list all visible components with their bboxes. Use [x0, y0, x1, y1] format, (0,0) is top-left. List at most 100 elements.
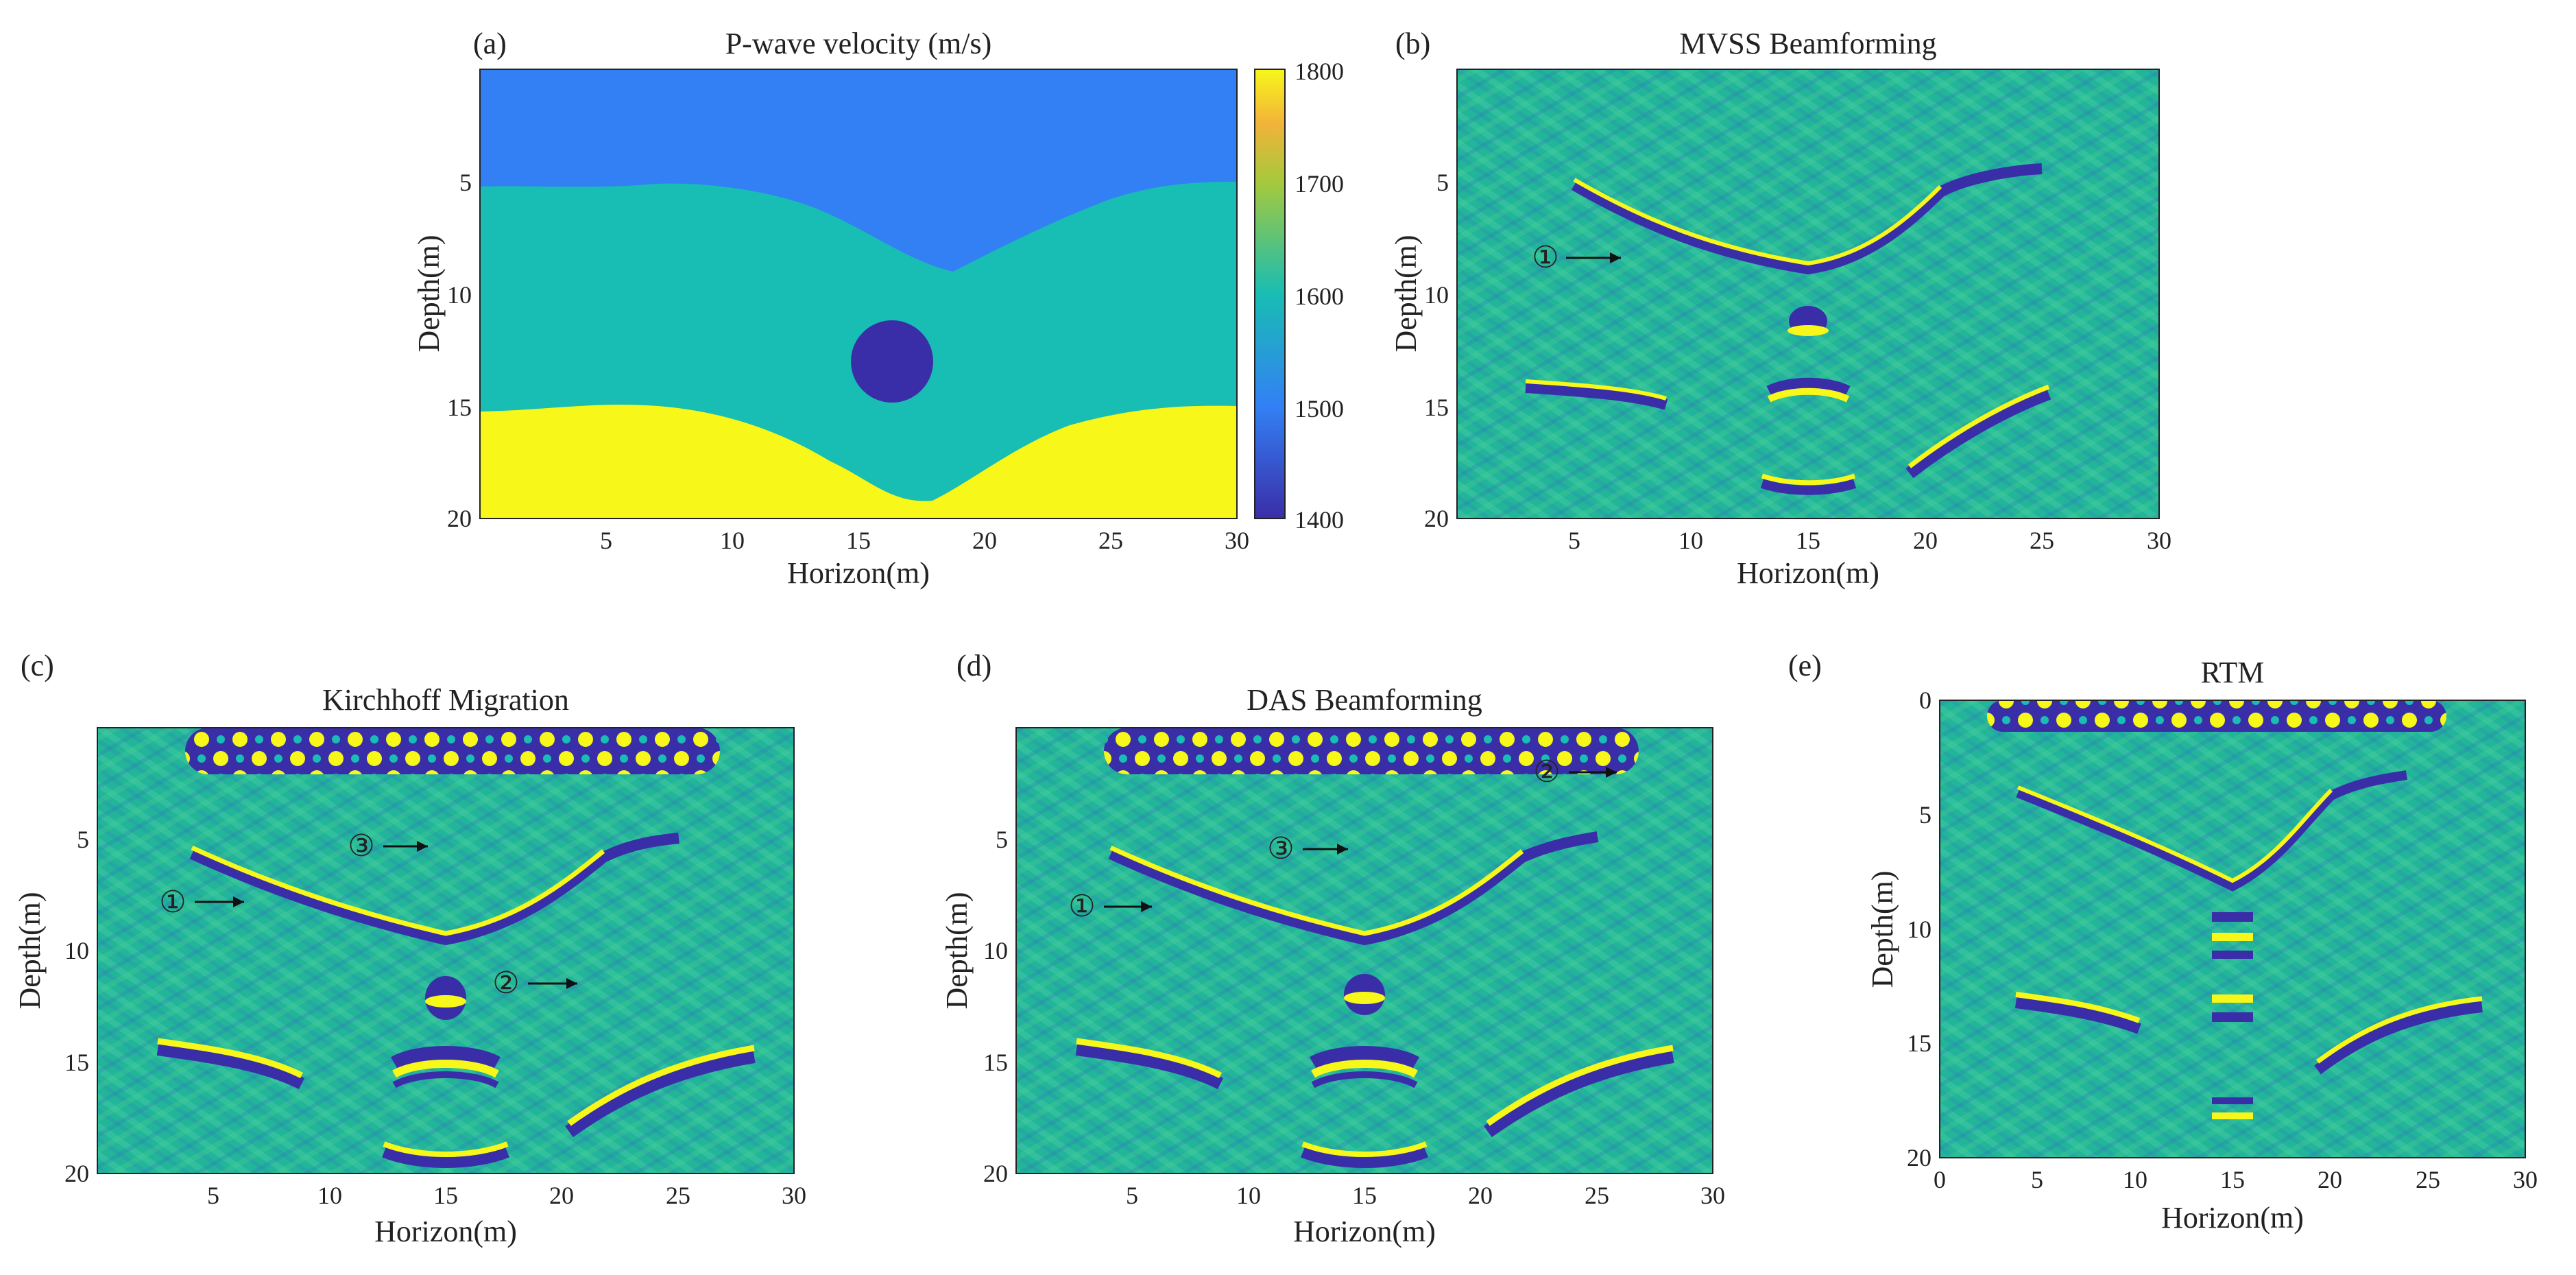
panel-d-ytick: 5: [996, 826, 1008, 853]
panel-b-xtick: 15: [1796, 527, 1820, 554]
panel-e-ytick: 0: [1919, 687, 1931, 714]
panel-b-xtick: 10: [1678, 527, 1703, 554]
mvss-image: [1457, 69, 2159, 519]
panel-e-xlabel: Horizon(m): [2161, 1201, 2304, 1235]
panel-e-xtick: 30: [2513, 1166, 2538, 1193]
panel-e-xtick: 20: [2318, 1166, 2342, 1193]
colorbar-tick: 1600: [1295, 283, 1344, 310]
panel-b-xtick: 20: [1913, 527, 1938, 554]
panel-b-xlabel: Horizon(m): [1737, 556, 1879, 590]
panel-e-xtick: 10: [2123, 1166, 2147, 1193]
anomaly-bottom: [1766, 377, 1851, 396]
marker-3: ③: [348, 829, 428, 863]
acquisition-band: [1104, 728, 1639, 774]
panel-b-ytick: 15: [1424, 394, 1449, 421]
panel-e-ticks: 0 5 10 15 20 25 30 0 5 10 15 20: [1907, 687, 2538, 1193]
panel-e: (e) RTM 0 5 10 15 20 25: [1788, 649, 2538, 1235]
panel-e-ylabel: Depth(m): [1866, 870, 1899, 988]
panel-c-xtick: 25: [666, 1182, 690, 1209]
panel-b: (b) MVSS Beamforming 5 10 15 20 25 30: [1389, 27, 2171, 590]
panel-a: (a) P-wave velocity (m/s) 5 10 15 20 25 …: [412, 27, 1344, 590]
panel-b-xtick: 5: [1568, 527, 1580, 554]
panel-a-ytick: 5: [459, 169, 472, 196]
marker-label: ③: [1267, 832, 1294, 866]
panel-a-xtick: 25: [1098, 527, 1123, 554]
panel-a-xtick: 20: [972, 527, 997, 554]
marker-label: ①: [1068, 890, 1095, 923]
panel-c-title: Kirchhoff Migration: [322, 683, 569, 717]
panel-b-frame: [1456, 69, 2160, 519]
reflector-left: [1525, 382, 1668, 410]
panel-a-ticks: 5 10 15 20 25 30 5 10 15 20: [447, 169, 1249, 554]
panel-a-letter: (a): [473, 27, 507, 60]
colorbar-tick: 1700: [1295, 170, 1344, 198]
panel-c-xtick: 5: [207, 1182, 219, 1209]
panel-b-xtick: 25: [2030, 527, 2054, 554]
reflector-top: [1108, 831, 1599, 946]
kirchhoff-image: [97, 728, 794, 1173]
panel-c-letter: (c): [21, 649, 54, 682]
panel-a-xlabel: Horizon(m): [787, 556, 930, 590]
panel-a-frame: [479, 69, 1238, 519]
acquisition-band: [185, 728, 720, 774]
acquisition-band: [1987, 700, 2446, 732]
reflector-right: [1905, 388, 2051, 479]
panel-d-title: DAS Beamforming: [1247, 683, 1482, 717]
colorbar-tick: 1800: [1295, 58, 1344, 85]
marker-label: ②: [1533, 755, 1560, 789]
reflector-left: [2014, 997, 2141, 1034]
reflector-top: [1572, 163, 2043, 275]
panel-b-title: MVSS Beamforming: [1679, 27, 1936, 60]
anomaly-bottom: [1310, 1046, 1419, 1069]
marker-2: ②: [492, 966, 577, 1000]
panel-c-xtick: 10: [317, 1182, 342, 1209]
panel-e-ytick: 15: [1907, 1029, 1931, 1057]
panel-b-ytick: 10: [1424, 281, 1449, 309]
panel-d-frame: [1015, 727, 1713, 1174]
panel-d-ticks: 5 10 15 20 25 30 5 10 15 20: [983, 826, 1725, 1209]
velocity-model: [480, 69, 1237, 519]
reflector-top: [2016, 770, 2408, 892]
panel-d-xtick: 10: [1236, 1182, 1261, 1209]
panel-d-xtick: 15: [1352, 1182, 1377, 1209]
reflector-top: [189, 833, 679, 946]
marker-2: ②: [1533, 755, 1617, 789]
panel-d-xtick: 25: [1585, 1182, 1609, 1209]
panel-c-xtick: 20: [549, 1182, 574, 1209]
reflector-right: [565, 1049, 756, 1138]
panel-a-xtick: 10: [720, 527, 745, 554]
marker-label: ①: [159, 885, 186, 919]
marker-label: ②: [492, 966, 519, 1000]
panel-a-ytick: 10: [447, 281, 472, 309]
reflector-deep: [1301, 1147, 1428, 1168]
panel-e-ytick: 10: [1907, 916, 1931, 943]
panel-c-xlabel: Horizon(m): [374, 1215, 517, 1248]
marker-1: ①: [159, 885, 244, 919]
panel-c-ytick: 15: [64, 1049, 89, 1076]
das-image: [1016, 728, 1713, 1173]
colorbar-gradient: [1254, 69, 1286, 519]
panel-a-ytick: 15: [447, 394, 472, 421]
panel-c-ylabel: Depth(m): [13, 892, 47, 1009]
panel-e-ytick: 5: [1919, 801, 1931, 829]
anomaly-stack: [2212, 912, 2253, 922]
panel-a-ylabel: Depth(m): [412, 235, 446, 352]
reflector-deep: [382, 1147, 509, 1168]
panel-e-xtick: 25: [2416, 1166, 2440, 1193]
panel-b-ytick: 20: [1424, 505, 1449, 532]
marker-label: ③: [348, 829, 374, 863]
panel-d-xtick: 20: [1468, 1182, 1493, 1209]
panel-d-ytick: 20: [983, 1160, 1008, 1187]
panel-c-xtick: 30: [782, 1182, 806, 1209]
reflector-deep: [1760, 479, 1857, 495]
panel-d: (d) DAS Beamforming 5 10 15 20 25: [940, 649, 1725, 1248]
panel-e-title: RTM: [2201, 656, 2265, 689]
panel-d-ylabel: Depth(m): [940, 892, 974, 1009]
marker-1: ①: [1532, 241, 1621, 274]
panel-a-xtick: 15: [846, 527, 871, 554]
panel-d-ytick: 10: [983, 937, 1008, 964]
panel-c: (c) Kirchhoff Migration 5 10 15 20: [13, 649, 806, 1248]
panel-e-xtick: 0: [1934, 1166, 1946, 1193]
colorbar: 1800 1700 1600 1500 1400: [1254, 58, 1344, 534]
